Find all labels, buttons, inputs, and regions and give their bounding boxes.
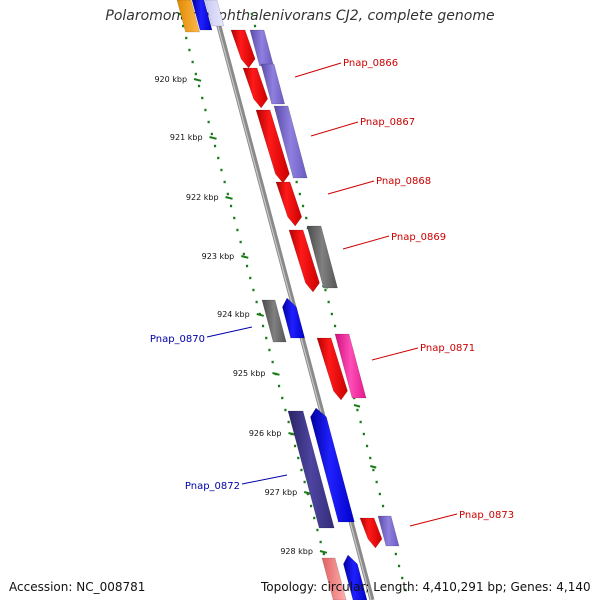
kbp-tick-label: 922 kbp [186, 193, 219, 202]
gene-label-leader [310, 121, 359, 137]
kbp-tick-layer: 920 kbp 921 kbp 922 kbp 923 kbp 924 kbp 925 k… [154, 41, 393, 556]
accession-text: Accession: NC_008781 [9, 580, 146, 594]
gene-pnap-0872-feature [287, 410, 335, 529]
gene-pnap-0870-cds [282, 297, 305, 339]
gene-label: Pnap_0873 [459, 510, 514, 521]
gene-pnap-0867-feature-a [260, 63, 285, 105]
gene-label: Pnap_0867 [360, 117, 415, 128]
gene-label-leader [241, 474, 288, 485]
gene-pnap-0867-feature-b [273, 105, 308, 179]
gene-pnap-0871-feature [334, 333, 367, 399]
kbp-tick-label: 921 kbp [170, 133, 203, 142]
gene-pnap-0873-cds [359, 517, 383, 549]
kbp-tick-mark [319, 550, 328, 554]
gene-label-leader [294, 62, 342, 78]
gene-pnap-0869-cds [288, 229, 320, 293]
kbp-tick-mark [209, 136, 217, 140]
genome-summary-text: Topology: circular; Length: 4,410,291 bp… [261, 580, 591, 594]
kbp-tick-mark [225, 196, 233, 200]
gene-label-leader [342, 235, 390, 250]
gene-pnap-0868-cds [275, 181, 303, 227]
feature-partial-blue [191, 0, 213, 31]
gene-pnap-0870-feature [261, 299, 287, 343]
gene-label: Pnap_0871 [420, 343, 475, 354]
kbp-tick-label: 928 kbp [280, 547, 313, 556]
gene-pnap-0866-cds [230, 29, 256, 69]
feature-partial-pale [204, 0, 225, 27]
feature-partial-orange [176, 0, 200, 33]
gene-pnap-0871-cds [316, 337, 348, 401]
gene-pnap-0869-feature [306, 225, 338, 289]
gene-label: Pnap_0872 [185, 481, 240, 492]
kbp-tick-label: 926 kbp [249, 429, 282, 438]
kbp-tick-label: 923 kbp [202, 252, 235, 261]
gene-label: Pnap_0870 [150, 334, 205, 345]
kbp-tick-label: 924 kbp [217, 310, 250, 319]
gene-label-layer: Pnap_0866 Pnap_0867 Pnap_0868 Pnap_0869 Pnap… [150, 58, 514, 527]
gene-label-leader [371, 347, 419, 361]
feature-layer [176, 0, 400, 600]
gene-pnap-0872-cds [310, 407, 355, 523]
kbp-tick-mark [241, 255, 249, 259]
gene-label: Pnap_0866 [343, 58, 398, 69]
gene-pnap-0867-cds-a [242, 67, 268, 109]
gene-pnap-0873-feature [377, 515, 400, 547]
gene-label: Pnap_0869 [391, 232, 446, 243]
kbp-tick-mark [193, 78, 202, 82]
gene-label: Pnap_0868 [376, 176, 431, 187]
feature-partial-salmon [321, 557, 347, 600]
gene-pnap-0867-cds-b [255, 109, 290, 184]
gene-label-leader [206, 326, 253, 338]
gene-label-leader [409, 513, 458, 527]
feature-partial-blue-bottom [343, 554, 368, 600]
kbp-tick-label: 925 kbp [233, 369, 266, 378]
kbp-tick-label: 920 kbp [154, 75, 187, 84]
kbp-tick-label: 927 kbp [265, 488, 298, 497]
gene-label-leader [327, 180, 375, 195]
